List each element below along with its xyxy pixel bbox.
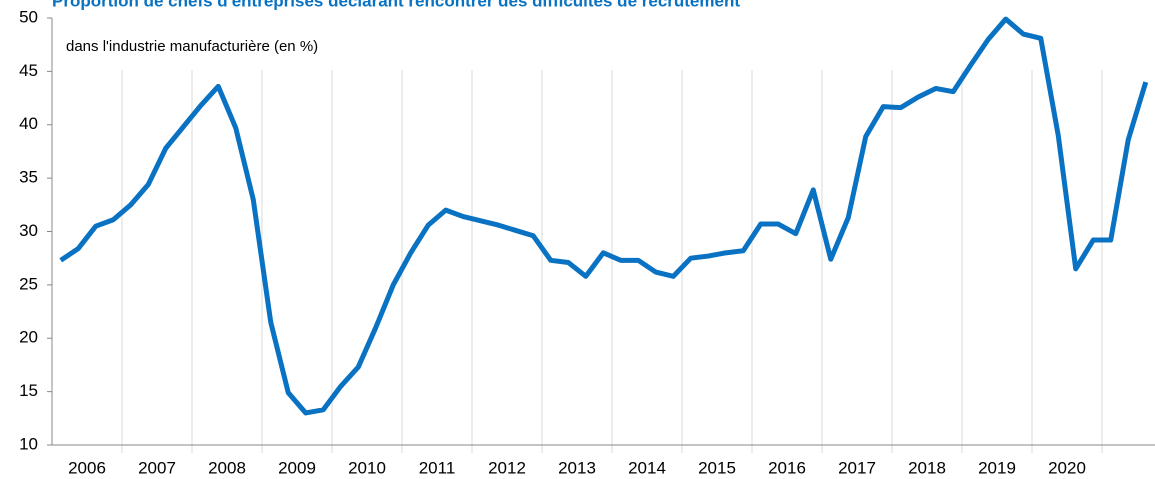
- x-tick-label: 2011: [419, 458, 456, 477]
- x-tick-label: 2012: [488, 458, 526, 477]
- x-tick-label: 2010: [348, 458, 386, 477]
- y-tick-label: 20: [19, 328, 38, 347]
- x-tick-label: 2014: [628, 458, 666, 477]
- x-tick-label: 2007: [138, 458, 176, 477]
- y-tick-label: 25: [19, 274, 38, 293]
- y-tick-label: 45: [19, 61, 38, 80]
- y-tick-label: 40: [19, 114, 38, 133]
- chart-title: Proportion de chefs d'entreprises déclar…: [52, 0, 740, 10]
- y-tick-label: 30: [19, 221, 38, 240]
- y-tick-label: 15: [19, 381, 38, 400]
- data-line: [59, 16, 1149, 416]
- x-tick-label: 2008: [208, 458, 246, 477]
- x-tick-label: 2015: [698, 458, 736, 477]
- x-tick-label: 2013: [558, 458, 596, 477]
- x-tick-label: 2017: [838, 458, 876, 477]
- x-tick-label: 2009: [278, 458, 316, 477]
- x-tick-label: 2019: [978, 458, 1016, 477]
- y-tick-label: 35: [19, 168, 38, 187]
- x-tick-label: 2006: [68, 458, 106, 477]
- x-tick-label: 2018: [908, 458, 946, 477]
- y-tick-label: 50: [19, 7, 38, 26]
- chart-subtitle: dans l'industrie manufacturière (en %): [66, 38, 318, 55]
- x-tick-label: 2020: [1048, 458, 1086, 477]
- y-tick-label: 10: [19, 434, 38, 453]
- x-tick-label: 2016: [768, 458, 806, 477]
